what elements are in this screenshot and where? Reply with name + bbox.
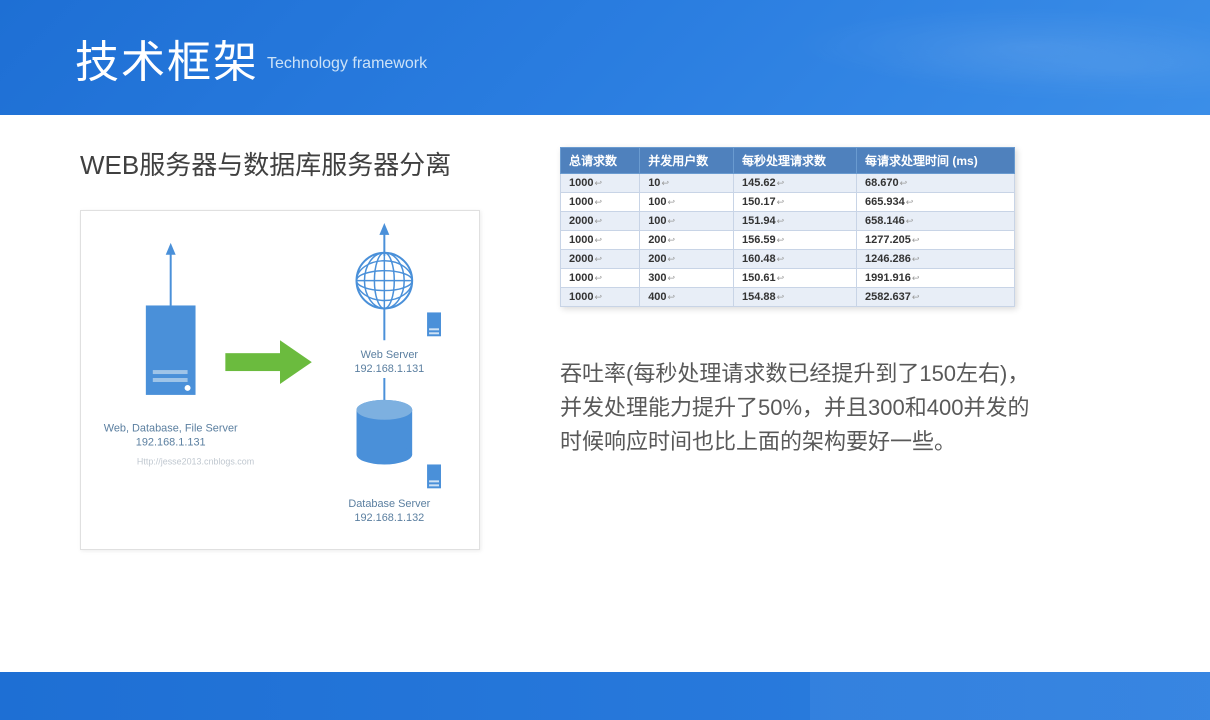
combined-server-icon (146, 243, 196, 395)
table-cell: 1277.205↩ (857, 231, 1015, 250)
table-cell: 100↩ (640, 193, 734, 212)
description-text: 吞吐率(每秒处理请求数已经提升到了150左右)，并发处理能力提升了50%，并且3… (560, 357, 1040, 459)
table-cell: 200↩ (640, 231, 734, 250)
db-server-label: Database Server (348, 498, 430, 510)
transition-arrow-icon (225, 340, 311, 384)
table-cell: 156.59↩ (733, 231, 856, 250)
table-cell: 150.61↩ (733, 269, 856, 288)
table-row: 1000↩10↩145.62↩68.670↩ (561, 174, 1015, 193)
right-column: 总请求数并发用户数每秒处理请求数每请求处理时间 (ms) 1000↩10↩145… (560, 145, 1150, 550)
table-cell: 100↩ (640, 212, 734, 231)
table-row: 2000↩200↩160.48↩1246.286↩ (561, 250, 1015, 269)
table-body: 1000↩10↩145.62↩68.670↩1000↩100↩150.17↩66… (561, 174, 1015, 307)
table-cell: 2000↩ (561, 212, 640, 231)
web-server-ip: 192.168.1.131 (354, 363, 424, 375)
architecture-diagram: Web, Database, File Server 192.168.1.131… (80, 210, 480, 550)
performance-table: 总请求数并发用户数每秒处理请求数每请求处理时间 (ms) 1000↩10↩145… (560, 147, 1015, 307)
table-cell: 1991.916↩ (857, 269, 1015, 288)
table-header-cell: 并发用户数 (640, 148, 734, 174)
table-cell: 2582.637↩ (857, 288, 1015, 307)
db-server-small-icon (427, 464, 441, 488)
table-cell: 160.48↩ (733, 250, 856, 269)
left-column: WEB服务器与数据库服务器分离 Web, Database, File Serv… (80, 145, 500, 550)
web-server-icon (384, 308, 441, 340)
table-cell: 150.17↩ (733, 193, 856, 212)
database-icon (357, 378, 413, 464)
combined-server-label: Web, Database, File Server (104, 423, 238, 435)
table-cell: 300↩ (640, 269, 734, 288)
table-row: 1000↩200↩156.59↩1277.205↩ (561, 231, 1015, 250)
table-header-row: 总请求数并发用户数每秒处理请求数每请求处理时间 (ms) (561, 148, 1015, 174)
table-cell: 68.670↩ (857, 174, 1015, 193)
table-cell: 658.146↩ (857, 212, 1015, 231)
table-cell: 145.62↩ (733, 174, 856, 193)
table-cell: 1000↩ (561, 174, 640, 193)
title-chinese: 技术框架 (75, 26, 259, 90)
db-server-ip: 192.168.1.132 (354, 512, 424, 524)
table-header-cell: 每秒处理请求数 (733, 148, 856, 174)
table-cell: 151.94↩ (733, 212, 856, 231)
watermark-text: Http://jesse2013.cnblogs.com (137, 456, 254, 466)
table-header-cell: 总请求数 (561, 148, 640, 174)
table-row: 1000↩300↩150.61↩1991.916↩ (561, 269, 1015, 288)
table-header-cell: 每请求处理时间 (ms) (857, 148, 1015, 174)
table-cell: 1000↩ (561, 288, 640, 307)
globe-icon (357, 223, 413, 308)
web-server-label: Web Server (361, 349, 419, 361)
table-row: 2000↩100↩151.94↩658.146↩ (561, 212, 1015, 231)
combined-server-ip: 192.168.1.131 (136, 437, 206, 449)
table-cell: 665.934↩ (857, 193, 1015, 212)
table-cell: 1000↩ (561, 269, 640, 288)
table-cell: 1246.286↩ (857, 250, 1015, 269)
table-row: 1000↩100↩150.17↩665.934↩ (561, 193, 1015, 212)
slide-header: 技术框架 Technology framework (0, 0, 1210, 115)
table-cell: 1000↩ (561, 193, 640, 212)
slide-footer (0, 672, 1210, 720)
table-row: 1000↩400↩154.88↩2582.637↩ (561, 288, 1015, 307)
table-cell: 200↩ (640, 250, 734, 269)
title-english: Technology framework (267, 55, 427, 73)
table-cell: 2000↩ (561, 250, 640, 269)
table-cell: 400↩ (640, 288, 734, 307)
table-cell: 10↩ (640, 174, 734, 193)
table-cell: 1000↩ (561, 231, 640, 250)
slide-content: WEB服务器与数据库服务器分离 Web, Database, File Serv… (0, 115, 1210, 550)
table-cell: 154.88↩ (733, 288, 856, 307)
section-title: WEB服务器与数据库服务器分离 (80, 145, 500, 182)
